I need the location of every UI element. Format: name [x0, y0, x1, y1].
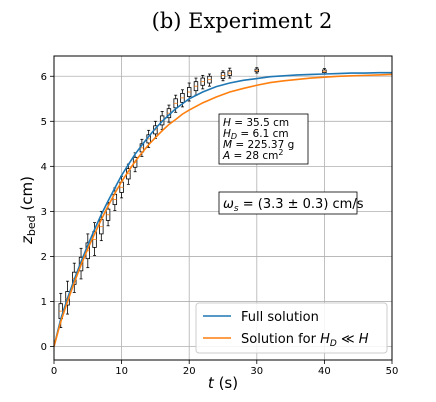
y-tick-label: 0 [41, 342, 47, 353]
series-line-approx-solution [53, 73, 393, 347]
y-tick-label: 4 [41, 162, 47, 173]
legend-label-approx: Solution for HD ≪ H [241, 332, 369, 349]
param-m: M = 225.37 g [223, 139, 294, 151]
y-tick-label: 3 [41, 207, 47, 218]
x-axis-label: t (s) [208, 374, 238, 392]
x-tick-label: 0 [51, 366, 57, 377]
x-tick-label: 30 [250, 366, 263, 377]
series-line-full-solution [53, 71, 392, 347]
velocity-box [218, 191, 358, 215]
legend-label-full: Full solution [241, 310, 319, 325]
series-lines [53, 71, 393, 347]
y-tick-label: 2 [41, 252, 47, 263]
x-tick-label: 50 [386, 366, 399, 377]
param-hd: HD = 6.1 cm [223, 128, 289, 141]
param-h: H = 35.5 cm [223, 117, 289, 129]
param-a: A = 28 cm2 [222, 148, 283, 162]
params-box [218, 113, 309, 165]
y-axis-label: zbed (cm) [18, 176, 38, 245]
x-tick-label: 20 [183, 366, 196, 377]
params-annotation: H = 35.5 cm HD = 6.1 cm M = 225.37 g A =… [218, 113, 309, 165]
x-tick-label: 10 [115, 366, 128, 377]
x-tick-label: 40 [318, 366, 331, 377]
velocity-annotation: ωs = (3.3 ± 0.3) cm/s [218, 191, 364, 215]
chart-title: (b) Experiment 2 [152, 9, 333, 33]
plot-frame [53, 55, 393, 361]
axis-ticks: 0 10 20 30 40 50 0 1 2 3 4 5 6 [41, 72, 399, 377]
velocity-text: ωs = (3.3 ± 0.3) cm/s [223, 197, 364, 214]
y-tick-label: 5 [41, 117, 47, 128]
y-tick-label: 1 [41, 297, 47, 308]
y-tick-label: 6 [41, 72, 47, 83]
legend: Full solution Solution for HD ≪ H [195, 302, 388, 354]
legend-box [195, 302, 388, 354]
